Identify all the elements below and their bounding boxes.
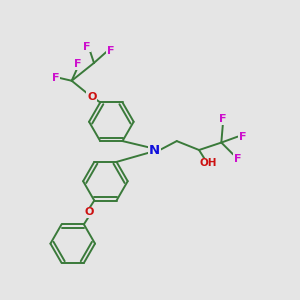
Text: F: F xyxy=(106,46,114,56)
Text: F: F xyxy=(239,132,247,142)
Text: F: F xyxy=(74,59,81,69)
Text: F: F xyxy=(52,73,59,83)
Text: O: O xyxy=(84,207,94,218)
Text: F: F xyxy=(234,154,242,164)
Text: N: N xyxy=(149,143,160,157)
Text: F: F xyxy=(219,114,226,124)
Text: F: F xyxy=(83,42,90,52)
Text: O: O xyxy=(87,92,97,102)
Text: OH: OH xyxy=(199,158,217,168)
